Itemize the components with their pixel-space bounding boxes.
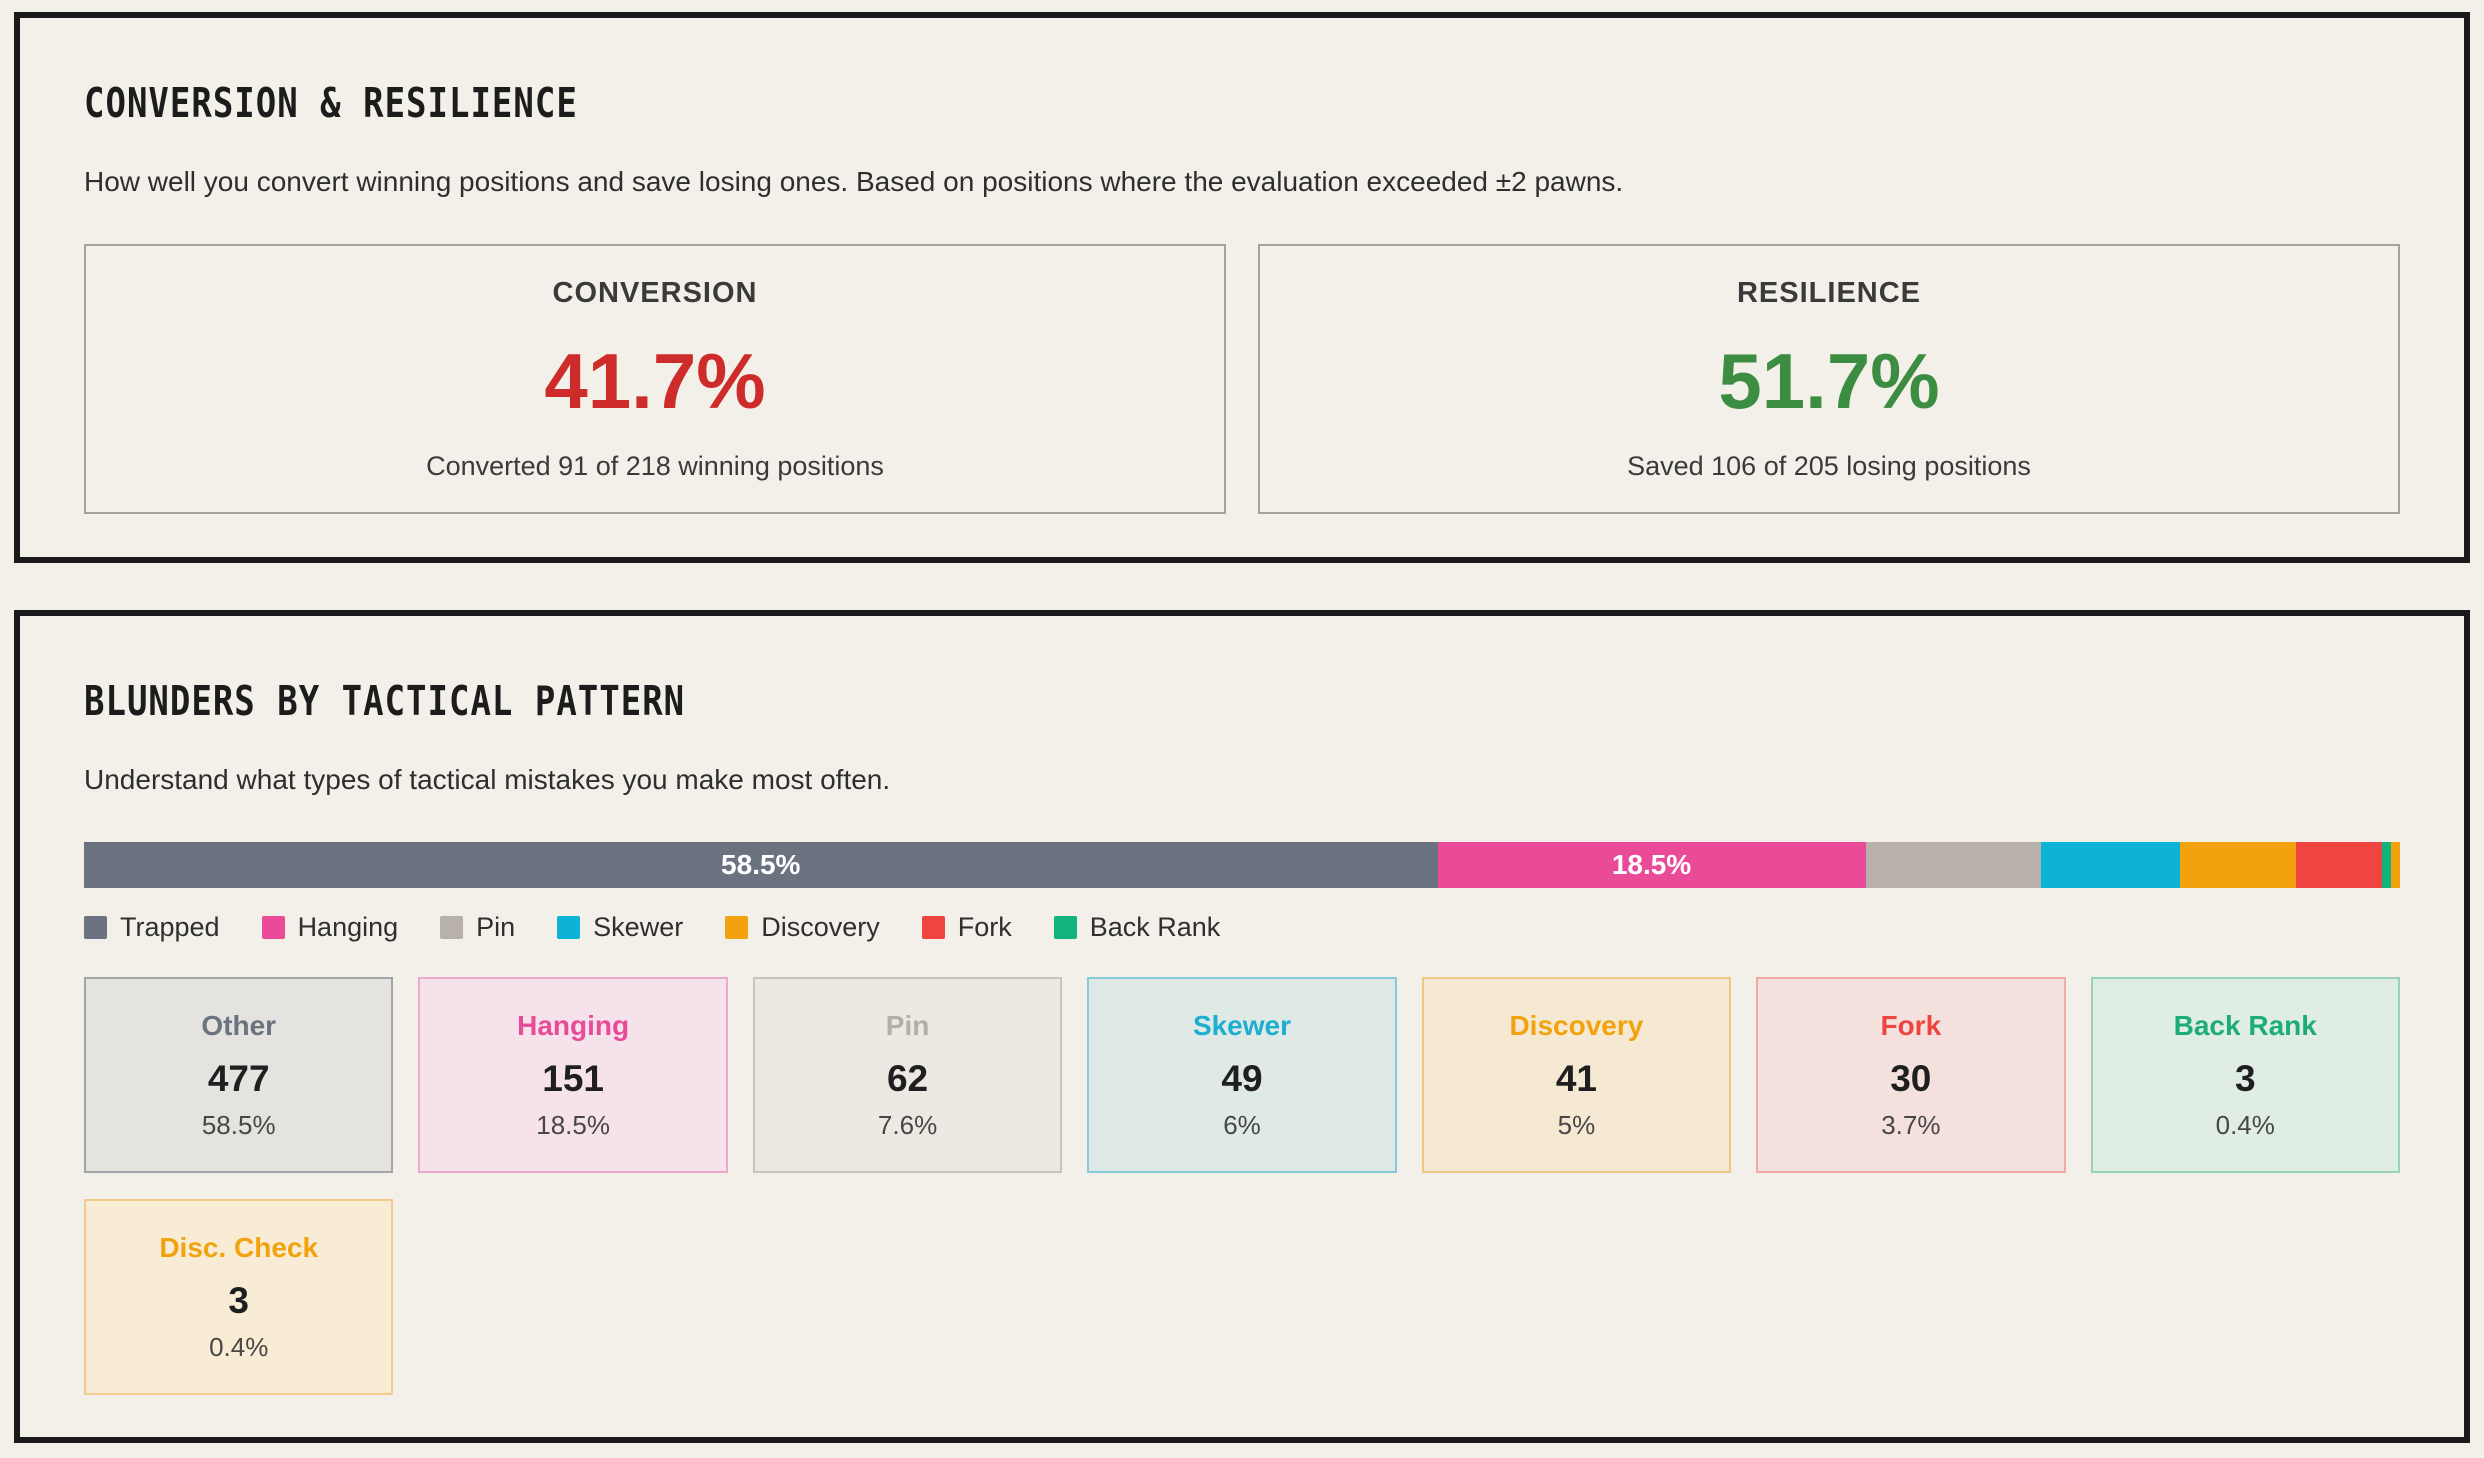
bar-legend: Trapped Hanging Pin Skewer Discovery Fork Back…: [84, 912, 2400, 943]
tactic-card-count: 151: [542, 1057, 604, 1099]
bar-segment-fork: [2295, 842, 2382, 888]
resilience-label: RESILIENCE: [1736, 276, 1922, 309]
tactic-card-percent: 18.5%: [536, 1109, 610, 1140]
resilience-value: 51.7%: [1718, 336, 1940, 425]
legend-item-skewer: Skewer: [557, 912, 683, 943]
bar-segment-pin: [1865, 842, 2042, 888]
tactic-card-discovery: Discovery 41 5%: [1421, 977, 1732, 1173]
blunders-panel-subtitle: Understand what types of tactical mistak…: [84, 764, 891, 795]
legend-item-back-rank: Back Rank: [1053, 912, 1221, 943]
tactic-card-pin: Pin 62 7.6%: [752, 977, 1063, 1173]
legend-swatch-icon: [557, 916, 581, 939]
conversion-resilience-panel: CONVERSION & RESILIENCE How well you con…: [14, 12, 2470, 563]
tactic-card-hanging: Hanging 151 18.5%: [418, 977, 728, 1173]
legend-swatch-icon: [725, 916, 749, 939]
conversion-panel-title: CONVERSION & RESILIENCE: [84, 80, 578, 128]
tactic-card-percent: 58.5%: [201, 1109, 276, 1140]
tactic-card-title: Pin: [885, 1009, 930, 1041]
tactic-card-title: Fork: [1880, 1009, 1942, 1041]
tactic-card-title: Other: [201, 1009, 277, 1041]
legend-swatch-icon: [440, 916, 464, 939]
tactic-card-percent: 0.4%: [209, 1331, 269, 1362]
blunders-panel: BLUNDERS BY TACTICAL PATTERN Understand …: [14, 610, 2470, 1443]
legend-item-pin: Pin: [440, 912, 515, 943]
resilience-caption: Saved 106 of 205 losing positions: [1627, 450, 2031, 481]
tactic-card-percent: 7.6%: [877, 1109, 938, 1140]
legend-item-discovery: Discovery: [725, 912, 880, 943]
bar-segment-skewer: [2041, 842, 2181, 888]
legend-label: Back Rank: [1089, 912, 1221, 942]
bar-segment-label: 18.5%: [1611, 849, 1692, 880]
conversion-value: 41.7%: [544, 336, 766, 425]
stat-card-row: CONVERSION 41.7% Converted 91 of 218 win…: [84, 244, 2400, 514]
legend-label: Skewer: [593, 912, 684, 942]
bar-segment-label: 58.5%: [721, 849, 801, 880]
legend-label: Trapped: [120, 912, 220, 942]
tactic-card-count: 3: [228, 1279, 249, 1321]
tactic-card-percent: 6%: [1223, 1109, 1261, 1140]
conversion-caption: Converted 91 of 218 winning positions: [426, 450, 884, 481]
legend-item-fork: Fork: [921, 912, 1012, 943]
legend-label: Fork: [957, 912, 1012, 942]
tactic-card-count: 62: [886, 1057, 929, 1099]
resilience-stat-card: RESILIENCE 51.7% Saved 106 of 205 losing…: [1258, 244, 2400, 514]
tactic-card-skewer: Skewer 49 6%: [1087, 977, 1397, 1173]
legend-item-hanging: Hanging: [261, 912, 399, 943]
bar-segment-disc-check: [2390, 842, 2400, 888]
tactic-card-percent: 3.7%: [1881, 1109, 1941, 1140]
tactic-card-back-rank: Back Rank 3 0.4%: [2090, 977, 2400, 1173]
legend-label: Hanging: [297, 912, 399, 942]
legend-swatch-icon: [921, 916, 945, 939]
conversion-stat-card: CONVERSION 41.7% Converted 91 of 218 win…: [84, 244, 1226, 514]
tactic-card-title: Skewer: [1192, 1009, 1292, 1041]
tactic-card-percent: 0.4%: [2215, 1109, 2275, 1140]
tactic-card-title: Disc. Check: [159, 1231, 319, 1263]
legend-label: Discovery: [761, 912, 880, 942]
tactic-card-count: 41: [1555, 1057, 1597, 1099]
legend-swatch-icon: [84, 916, 107, 939]
tactic-card-count: 3: [2234, 1057, 2256, 1099]
legend-item-trapped: Trapped: [84, 912, 220, 943]
tactic-card-other: Other 477 58.5%: [84, 977, 394, 1173]
tactic-card-count: 30: [1890, 1057, 1932, 1099]
tactic-card-count: 477: [207, 1057, 270, 1099]
tactic-card-title: Back Rank: [2173, 1009, 2317, 1041]
tactic-card-title: Hanging: [517, 1009, 630, 1041]
conversion-label: CONVERSION: [552, 276, 758, 309]
bar-segment-discovery: [2180, 842, 2296, 888]
legend-swatch-icon: [1053, 916, 1077, 939]
stacked-bar: 58.5% 18.5%: [84, 842, 2400, 888]
legend-label: Pin: [476, 912, 516, 942]
tactic-card-count: 49: [1221, 1057, 1263, 1099]
legend-swatch-icon: [261, 916, 285, 939]
bar-segment-other: 58.5%: [84, 842, 1438, 888]
bar-segment-back-rank: [2381, 842, 2391, 888]
blunders-panel-title: BLUNDERS BY TACTICAL PATTERN: [84, 678, 686, 726]
tactic-card-fork: Fork 30 3.7%: [1756, 977, 2066, 1173]
tactic-card-disc-check: Disc. Check 3 0.4%: [84, 1199, 394, 1395]
conversion-panel-subtitle: How well you convert winning positions a…: [84, 166, 1624, 197]
tactic-cards: Other 477 58.5% Hanging 151 18.5% Pin 62 7.6% Ske…: [84, 977, 2400, 1395]
tactic-card-title: Discovery: [1509, 1009, 1644, 1041]
bar-segment-hanging: 18.5%: [1437, 842, 1866, 888]
tactic-card-percent: 5%: [1557, 1109, 1596, 1140]
